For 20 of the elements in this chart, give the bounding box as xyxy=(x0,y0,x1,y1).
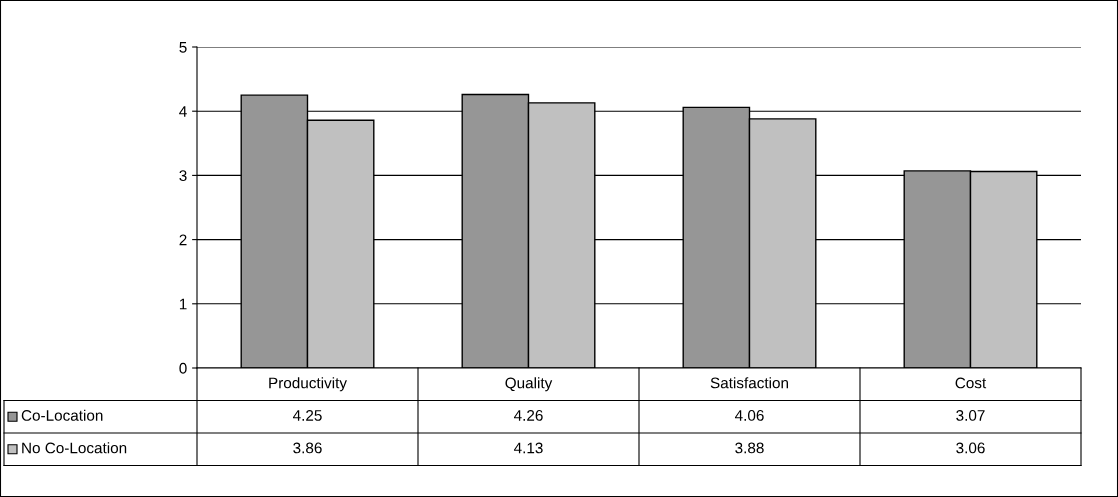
data-label: 4.13 xyxy=(513,442,543,454)
y-tick-label: 4 xyxy=(179,106,187,117)
legend-label: Co-Location xyxy=(21,409,103,421)
y-tick-label: 1 xyxy=(179,298,187,310)
data-label: 3.07 xyxy=(956,410,985,421)
data-label: 3.88 xyxy=(735,442,764,454)
y-tick-label: 3 xyxy=(179,170,187,182)
x-tick-label: Satisfaction xyxy=(710,377,788,389)
data-label: 4.25 xyxy=(292,410,322,421)
y-tick-label: 5 xyxy=(179,42,187,53)
data-label: 3.86 xyxy=(293,442,322,454)
y-tick-label: 2 xyxy=(179,234,187,246)
data-label: 4.06 xyxy=(734,410,764,421)
y-tick-label: 0 xyxy=(179,362,187,374)
x-tick-label: Productivity xyxy=(269,377,347,392)
legend-label: No Co-Location xyxy=(22,442,127,454)
x-tick-label: Cost xyxy=(955,377,987,389)
data-label: 3.06 xyxy=(956,442,985,454)
x-tick-label: Quality xyxy=(505,377,553,392)
data-label: 4.26 xyxy=(513,410,543,421)
